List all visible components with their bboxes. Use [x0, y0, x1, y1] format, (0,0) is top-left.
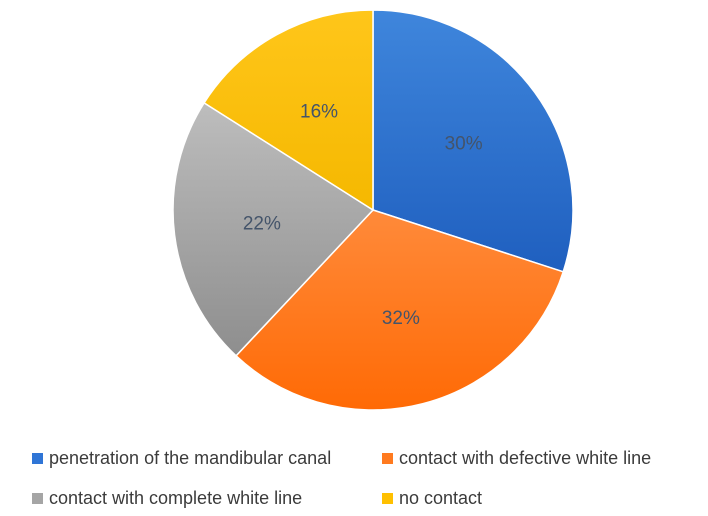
legend-label: contact with defective white line	[399, 447, 652, 468]
pie-slice-contact-with-complete-white-line	[172, 101, 375, 357]
pie-chart-plot: 30% 32% 22% 16%	[172, 9, 574, 411]
chart-legend: penetration of the mandibular canal cont…	[0, 438, 708, 516]
legend-item-contact-with-defective-white-line: contact with defective white line	[382, 444, 651, 472]
pie-slice-no-contact	[203, 9, 374, 212]
legend-swatch-yellow	[382, 492, 393, 504]
legend-item-penetration-of-the-mandibular-canal: penetration of the mandibular canal	[32, 444, 331, 472]
legend-swatch-orange	[382, 452, 393, 464]
pie-slices	[172, 9, 574, 411]
legend-label: no contact	[399, 487, 483, 508]
slice-value-label-contact-with-defective-white-line: 32%	[382, 308, 420, 329]
legend-item-contact-with-complete-white-line: contact with complete white line	[32, 484, 302, 512]
legend-label: contact with complete white line	[49, 487, 303, 508]
slice-value-label-no-contact: 16%	[300, 101, 338, 122]
pie-slice-contact-with-defective-white-line	[235, 209, 565, 411]
legend-label: penetration of the mandibular canal	[49, 447, 332, 468]
pie-slice-penetration-of-the-mandibular-canal	[372, 9, 574, 273]
slice-value-label-penetration-of-the-mandibular-canal: 30%	[445, 134, 483, 155]
legend-swatch-gray	[32, 492, 43, 504]
slice-value-label-contact-with-complete-white-line: 22%	[243, 214, 281, 235]
legend-swatch-blue	[32, 452, 43, 464]
pie-slice-labels: 30% 32% 22% 16%	[243, 101, 483, 329]
legend-item-no-contact: no contact	[382, 484, 482, 512]
